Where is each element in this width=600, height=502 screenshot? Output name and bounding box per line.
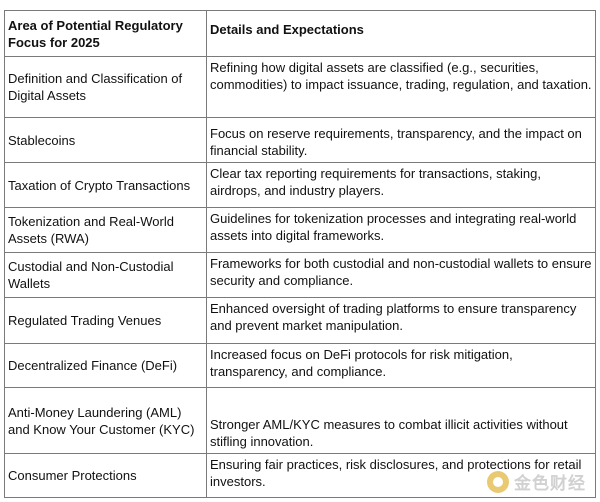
table-row: Taxation of Crypto Transactions Clear ta… <box>4 162 596 208</box>
watermark: 金色财经 <box>487 469 586 494</box>
row-details: Focus on reserve requirements, transpare… <box>206 117 596 163</box>
row-details: Refining how digital assets are classifi… <box>206 56 596 118</box>
table-row: Tokenization and Real-World Assets (RWA)… <box>4 207 596 253</box>
table-header-row: Area of Potential Regulatory Focus for 2… <box>4 10 596 57</box>
row-area: Anti-Money Laundering (AML) and Know You… <box>4 387 207 454</box>
row-area: Regulated Trading Venues <box>4 297 207 344</box>
table-row: Consumer Protections Ensuring fair pract… <box>4 453 596 498</box>
table-row: Anti-Money Laundering (AML) and Know You… <box>4 387 596 454</box>
row-area: Taxation of Crypto Transactions <box>4 162 207 208</box>
table-row: Custodial and Non-Custodial Wallets Fram… <box>4 252 596 298</box>
row-details: Increased focus on DeFi protocols for ri… <box>206 343 596 388</box>
row-details: Ensuring fair practices, risk disclosure… <box>206 453 596 498</box>
row-area: Stablecoins <box>4 117 207 163</box>
row-area: Tokenization and Real-World Assets (RWA) <box>4 207 207 253</box>
table-row: Stablecoins Focus on reserve requirement… <box>4 117 596 163</box>
gold-coin-logo-icon <box>487 470 509 493</box>
row-area: Definition and Classification of Digital… <box>4 56 207 118</box>
header-details: Details and Expectations <box>206 10 596 57</box>
table-row: Definition and Classification of Digital… <box>4 56 596 118</box>
header-area: Area of Potential Regulatory Focus for 2… <box>4 10 207 57</box>
watermark-text: 金色财经 <box>514 474 586 494</box>
row-area: Decentralized Finance (DeFi) <box>4 343 207 388</box>
table-row: Regulated Trading Venues Enhanced oversi… <box>4 297 596 344</box>
row-details: Enhanced oversight of trading platforms … <box>206 297 596 344</box>
row-area: Consumer Protections <box>4 453 207 498</box>
row-area: Custodial and Non-Custodial Wallets <box>4 252 207 298</box>
row-details: Stronger AML/KYC measures to combat illi… <box>206 387 596 454</box>
row-details: Frameworks for both custodial and non-cu… <box>206 252 596 298</box>
row-details: Clear tax reporting requirements for tra… <box>206 162 596 208</box>
table-row: Decentralized Finance (DeFi) Increased f… <box>4 343 596 388</box>
row-details: Guidelines for tokenization processes an… <box>206 207 596 253</box>
regulatory-focus-table: Area of Potential Regulatory Focus for 2… <box>4 10 596 498</box>
